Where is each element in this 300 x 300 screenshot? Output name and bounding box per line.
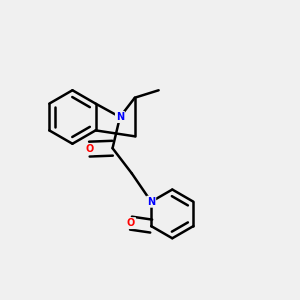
- Text: N: N: [116, 112, 124, 122]
- Text: N: N: [147, 197, 155, 207]
- Text: O: O: [127, 218, 135, 228]
- Text: O: O: [85, 144, 94, 154]
